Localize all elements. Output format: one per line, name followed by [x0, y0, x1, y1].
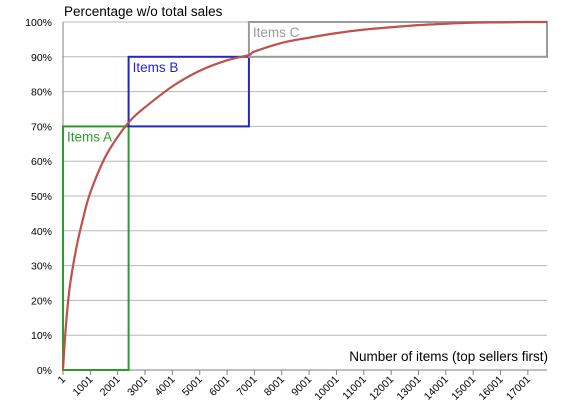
abc-boxes: Items A Items B Items C	[62, 21, 548, 372]
items-box-b	[127, 55, 250, 128]
items-box-label-a: Items A	[67, 129, 112, 144]
y-tick-label: 0%	[37, 365, 52, 377]
x-tick-label: 13001	[394, 374, 423, 403]
y-tick-label: 70%	[31, 121, 52, 133]
x-tick-label: 8001	[262, 374, 287, 399]
x-tick-label: 16001	[477, 374, 506, 403]
items-box-a	[62, 125, 130, 372]
y-tick-label: 10%	[31, 330, 52, 342]
y-tick-label: 60%	[31, 156, 52, 168]
chart-title: Percentage w/o total sales	[64, 4, 223, 19]
x-tick-label: 14001	[422, 374, 451, 403]
x-tick-label: 4001	[152, 374, 177, 399]
cumulative-sales-curve	[61, 20, 548, 371]
items-box-label-b: Items B	[133, 60, 179, 75]
y-tick-labels: 0% 10% 20% 30% 40% 50% 60% 70% 80% 90% 100%	[25, 17, 52, 377]
y-tick-label: 20%	[31, 295, 52, 307]
x-tick-label: 9001	[289, 374, 314, 399]
items-box-c	[247, 21, 548, 58]
y-tick-label: 100%	[25, 17, 52, 29]
x-tick-label: 1	[56, 374, 69, 387]
x-tick-label: 17001	[504, 374, 533, 403]
x-tick-label: 3001	[125, 374, 150, 399]
curve-layer	[61, 20, 548, 371]
y-tick-label: 90%	[31, 52, 52, 64]
x-tick-label: 1001	[70, 374, 95, 399]
x-tick-labels: 1 1001 2001 3001 4001 5001 6001 7001 8001 9001100…	[56, 370, 533, 403]
x-tick-label: 6001	[207, 374, 232, 399]
x-tick-label: 10001	[312, 374, 341, 403]
y-tick-label: 50%	[31, 191, 52, 203]
x-tick-label: 5001	[180, 374, 205, 399]
y-tick-label: 80%	[31, 87, 52, 99]
x-tick-label: 11001	[340, 374, 369, 403]
x-tick-label: 15001	[449, 374, 478, 403]
x-tick-label: 2001	[98, 374, 123, 399]
x-tick-label: 7001	[235, 374, 260, 399]
y-tick-label: 30%	[31, 261, 52, 273]
y-tick-label: 40%	[31, 226, 52, 238]
x-axis-title: Number of items (top sellers first)	[349, 349, 548, 364]
items-box-label-c: Items C	[253, 25, 300, 40]
x-tick-label: 12001	[367, 374, 396, 403]
